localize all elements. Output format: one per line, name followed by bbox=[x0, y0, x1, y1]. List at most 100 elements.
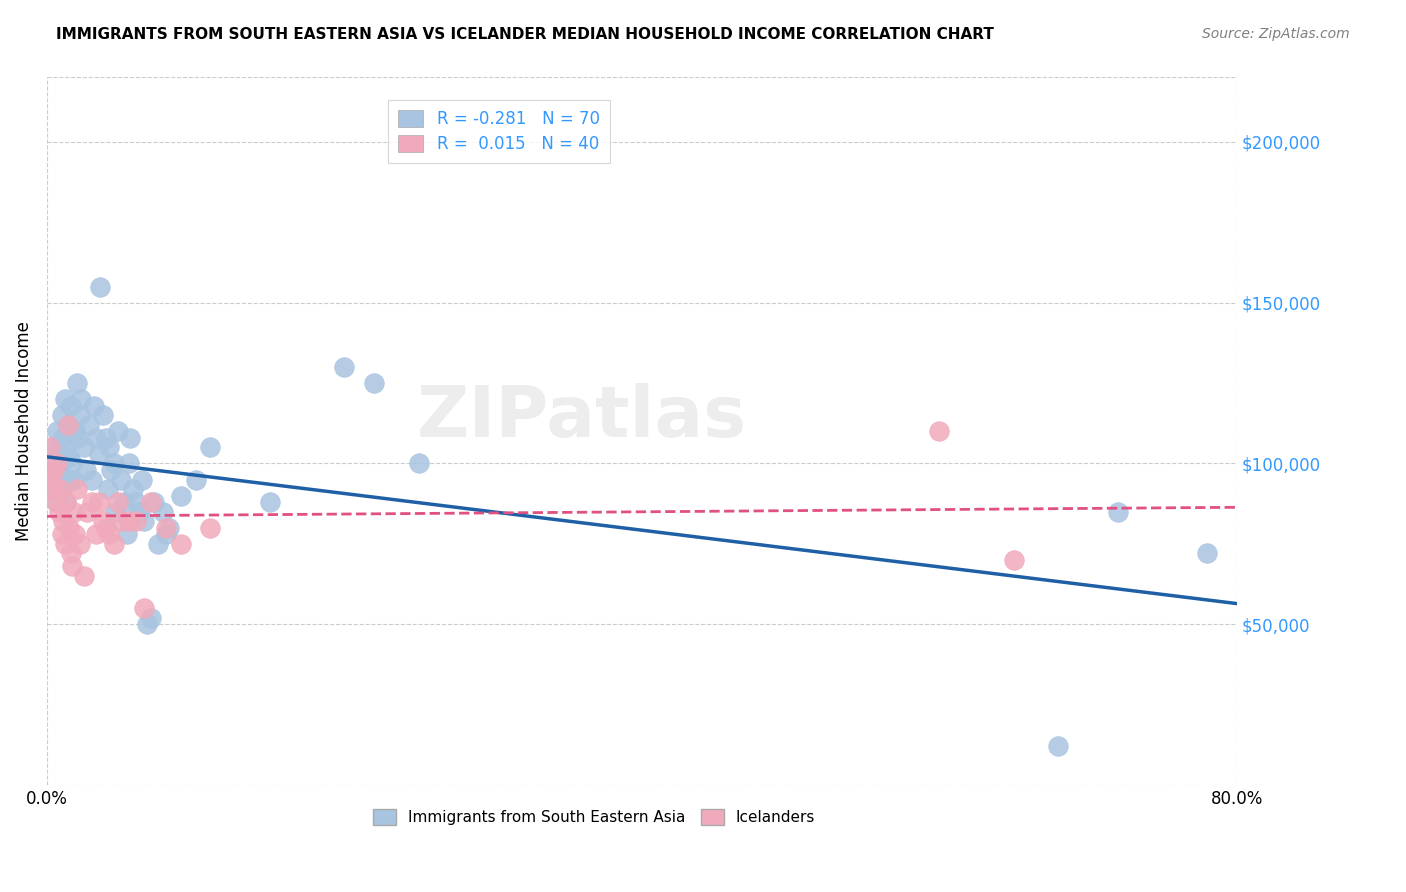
Point bbox=[1002, 553, 1025, 567]
Point bbox=[55, 495, 77, 509]
Point bbox=[46, 424, 69, 438]
Point bbox=[139, 611, 162, 625]
Point bbox=[87, 447, 110, 461]
Point bbox=[55, 495, 77, 509]
Point bbox=[363, 376, 385, 390]
Point bbox=[51, 408, 73, 422]
Point bbox=[139, 495, 162, 509]
Point bbox=[51, 482, 73, 496]
Point bbox=[44, 482, 66, 496]
Point bbox=[45, 463, 67, 477]
Point bbox=[53, 537, 76, 551]
Point bbox=[52, 431, 75, 445]
Point bbox=[98, 527, 121, 541]
Point bbox=[58, 450, 80, 464]
Point bbox=[104, 505, 127, 519]
Point bbox=[41, 457, 63, 471]
Point bbox=[84, 431, 107, 445]
Point bbox=[42, 441, 65, 455]
Point bbox=[56, 417, 79, 432]
Point bbox=[170, 489, 193, 503]
Point bbox=[103, 537, 125, 551]
Point bbox=[928, 424, 950, 438]
Point bbox=[80, 495, 103, 509]
Point bbox=[135, 617, 157, 632]
Point bbox=[38, 473, 60, 487]
Point bbox=[51, 527, 73, 541]
Point bbox=[131, 473, 153, 487]
Point bbox=[66, 376, 89, 390]
Point bbox=[69, 408, 91, 422]
Point bbox=[55, 441, 77, 455]
Point bbox=[107, 495, 129, 509]
Point bbox=[38, 441, 60, 455]
Point bbox=[84, 527, 107, 541]
Point bbox=[58, 473, 80, 487]
Point bbox=[49, 459, 72, 474]
Point bbox=[96, 431, 118, 445]
Point bbox=[48, 447, 70, 461]
Point bbox=[118, 514, 141, 528]
Point bbox=[143, 495, 166, 509]
Point bbox=[408, 457, 430, 471]
Point bbox=[59, 547, 82, 561]
Point bbox=[118, 457, 141, 471]
Point bbox=[87, 495, 110, 509]
Point bbox=[52, 514, 75, 528]
Text: ZIPatlas: ZIPatlas bbox=[418, 383, 748, 451]
Point bbox=[122, 482, 145, 496]
Point bbox=[73, 441, 96, 455]
Point bbox=[48, 473, 70, 487]
Point bbox=[93, 408, 115, 422]
Point bbox=[44, 463, 66, 477]
Point bbox=[67, 431, 90, 445]
Point bbox=[132, 601, 155, 615]
Point bbox=[1107, 505, 1129, 519]
Point bbox=[70, 392, 93, 406]
Point bbox=[48, 505, 70, 519]
Point bbox=[62, 473, 84, 487]
Point bbox=[115, 527, 138, 541]
Point bbox=[148, 537, 170, 551]
Point bbox=[80, 473, 103, 487]
Point bbox=[46, 495, 69, 509]
Point bbox=[110, 514, 132, 528]
Point bbox=[132, 514, 155, 528]
Point bbox=[110, 473, 132, 487]
Point bbox=[125, 495, 148, 509]
Point bbox=[42, 482, 65, 496]
Point bbox=[100, 463, 122, 477]
Text: IMMIGRANTS FROM SOUTH EASTERN ASIA VS ICELANDER MEDIAN HOUSEHOLD INCOME CORRELAT: IMMIGRANTS FROM SOUTH EASTERN ASIA VS IC… bbox=[56, 27, 994, 42]
Point bbox=[98, 441, 121, 455]
Point bbox=[259, 495, 281, 509]
Point bbox=[1195, 547, 1218, 561]
Point bbox=[46, 457, 69, 471]
Point bbox=[83, 399, 105, 413]
Point bbox=[60, 457, 83, 471]
Point bbox=[89, 279, 111, 293]
Point bbox=[63, 527, 86, 541]
Point bbox=[107, 424, 129, 438]
Point bbox=[152, 505, 174, 519]
Point bbox=[53, 392, 76, 406]
Point bbox=[69, 537, 91, 551]
Point bbox=[58, 521, 80, 535]
Point bbox=[63, 424, 86, 438]
Point bbox=[62, 505, 84, 519]
Point bbox=[66, 482, 89, 496]
Point bbox=[184, 473, 207, 487]
Point bbox=[45, 495, 67, 509]
Point bbox=[59, 399, 82, 413]
Point bbox=[155, 527, 177, 541]
Point bbox=[125, 514, 148, 528]
Point bbox=[49, 482, 72, 496]
Point bbox=[120, 431, 142, 445]
Point bbox=[41, 473, 63, 487]
Point bbox=[76, 505, 98, 519]
Point bbox=[157, 521, 180, 535]
Y-axis label: Median Household Income: Median Household Income bbox=[15, 321, 32, 541]
Point bbox=[103, 457, 125, 471]
Point bbox=[1047, 739, 1070, 754]
Point bbox=[56, 417, 79, 432]
Point bbox=[93, 514, 115, 528]
